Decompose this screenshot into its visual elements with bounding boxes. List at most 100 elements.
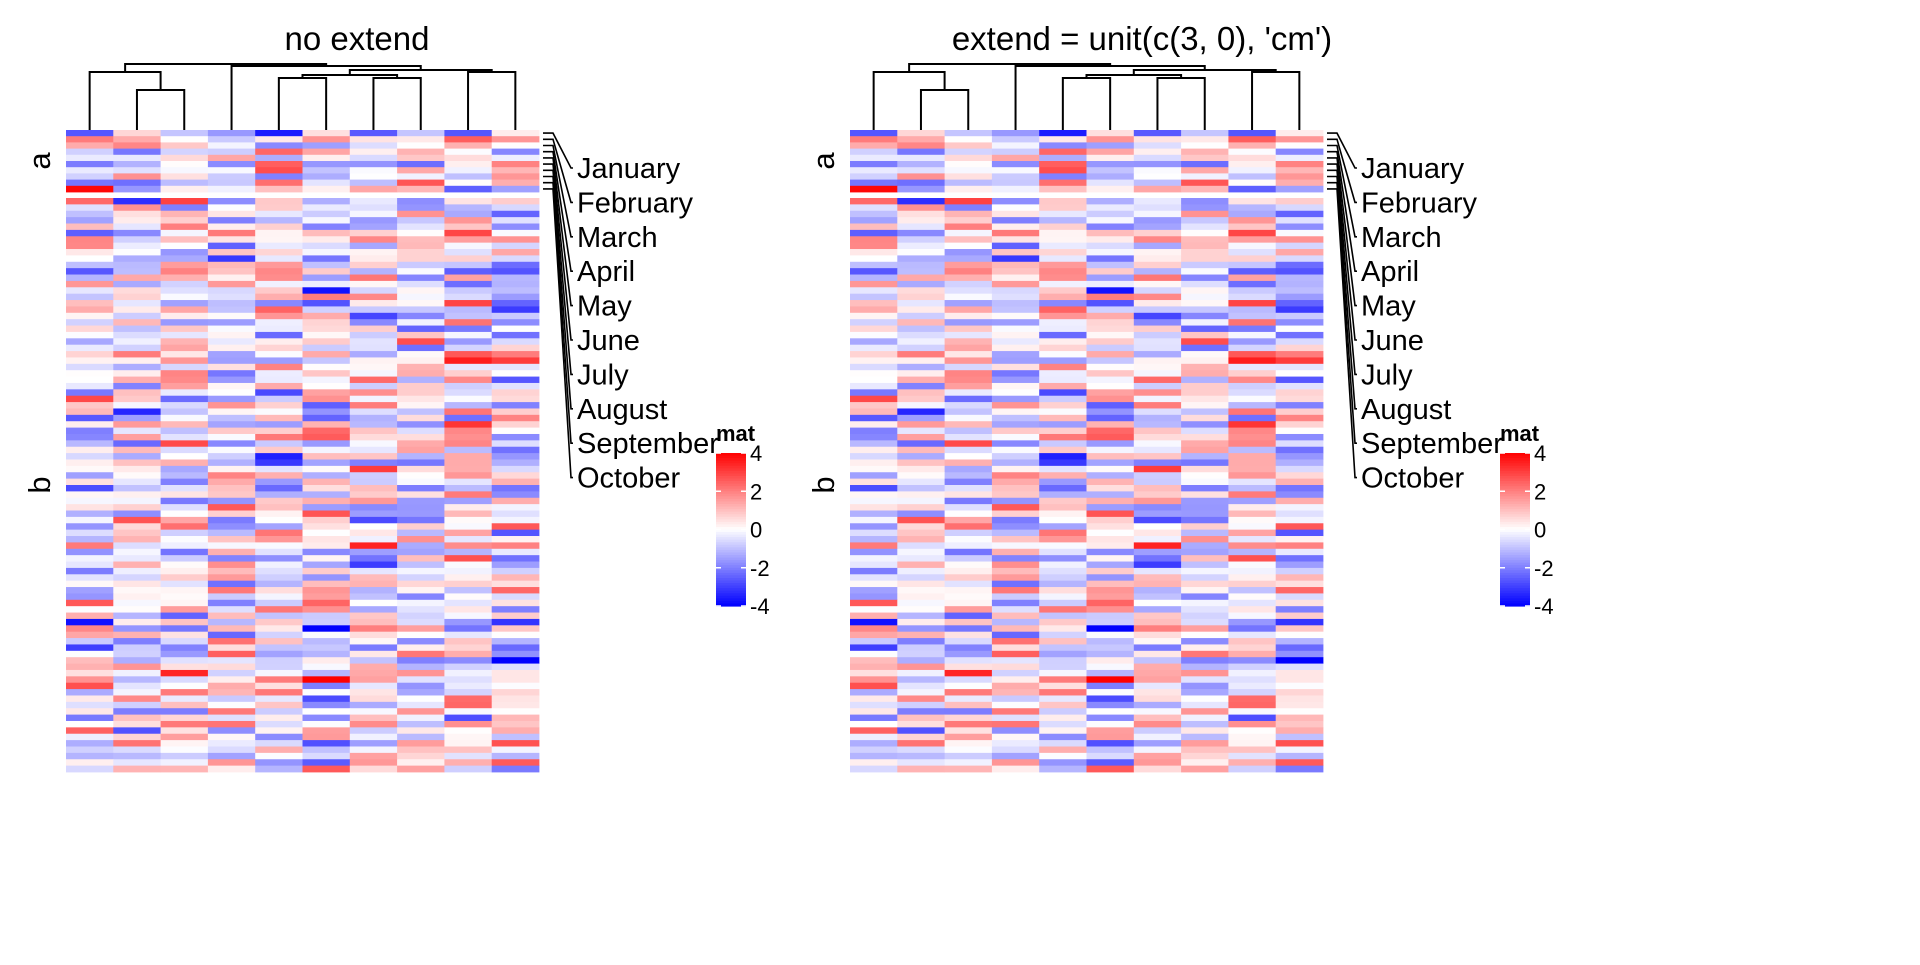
heatmap-cell	[444, 287, 493, 295]
heatmap-cell	[1039, 644, 1087, 652]
heatmap-cell	[1086, 759, 1135, 767]
legend-gradient-step	[1500, 460, 1530, 464]
heatmap-cell	[397, 465, 445, 473]
heatmap-cell	[66, 179, 114, 187]
legend-gradient-step	[716, 567, 746, 571]
heatmap-cell	[1086, 491, 1135, 499]
heatmap-cell	[1086, 300, 1135, 307]
heatmap-cell	[944, 752, 993, 760]
heatmap-cell	[491, 465, 540, 473]
heatmap-cell	[991, 167, 1040, 174]
heatmap-cell	[207, 510, 256, 518]
heatmap-cell	[397, 370, 445, 377]
row-label-january: January	[1361, 153, 1465, 185]
heatmap-cell	[1086, 402, 1135, 409]
heatmap-cell	[397, 708, 445, 715]
legend-gradient-step	[1500, 486, 1530, 490]
heatmap-cell	[349, 421, 398, 428]
heatmap-cell	[1181, 427, 1229, 435]
heatmap-cell	[491, 644, 540, 652]
heatmap-cell	[1228, 414, 1277, 422]
heatmap-cell	[444, 638, 493, 645]
heatmap-cell	[1275, 523, 1324, 531]
heatmap-cell	[444, 689, 493, 696]
heatmap-cell	[1181, 536, 1229, 543]
heatmap-cell	[1181, 765, 1229, 773]
heatmap-cell	[1228, 229, 1277, 237]
heatmap-cell	[944, 682, 993, 690]
heatmap-cell	[491, 395, 540, 403]
row-label-september: September	[577, 428, 719, 460]
heatmap-cell	[991, 548, 1040, 556]
heatmap-cell	[897, 382, 945, 390]
heatmap-cell	[1275, 561, 1324, 569]
heatmap-cell	[491, 542, 540, 550]
heatmap-cell	[491, 561, 540, 569]
heatmap-cell	[897, 606, 945, 613]
heatmap-cell	[66, 331, 114, 339]
heatmap-cell	[1039, 689, 1087, 696]
heatmap-cell	[397, 701, 445, 709]
legend-gradient-step	[1500, 549, 1530, 554]
heatmap-cell	[1133, 663, 1182, 671]
heatmap-cell	[302, 274, 351, 282]
heatmap-cell	[302, 708, 351, 715]
heatmap-cell	[1086, 338, 1135, 346]
heatmap-cell	[207, 331, 256, 339]
heatmap-cell	[1133, 625, 1182, 633]
heatmap-cell	[897, 574, 945, 582]
heatmap-cell	[991, 523, 1040, 531]
heatmap-cell	[302, 255, 351, 263]
heatmap-cell	[255, 223, 303, 231]
heatmap-cell	[66, 657, 114, 664]
legend-gradient-step	[1500, 519, 1530, 523]
heatmap-cell	[160, 389, 209, 397]
heatmap-cell	[160, 242, 209, 250]
heatmap-cell	[113, 421, 161, 428]
legend-gradient-step	[716, 542, 746, 546]
legend-gradient-step	[716, 463, 746, 467]
heatmap-cell	[1228, 433, 1277, 441]
heatmap-cell	[255, 574, 303, 582]
heatmap-cell	[66, 650, 114, 658]
heatmap-cell	[66, 555, 114, 562]
heatmap-cell	[491, 331, 540, 339]
heatmap-cell	[113, 446, 161, 454]
heatmap-cell	[207, 587, 256, 594]
heatmap-cell	[1039, 408, 1087, 416]
heatmap-cell	[207, 740, 256, 747]
heatmap-cell	[113, 344, 161, 352]
heatmap-cell	[66, 148, 114, 156]
heatmap-cell	[897, 236, 945, 244]
heatmap-cell	[349, 306, 398, 314]
heatmap-cell	[491, 402, 540, 409]
heatmap-cell	[850, 351, 898, 358]
heatmap-cell	[66, 351, 114, 358]
heatmap-cell	[1086, 516, 1135, 524]
legend-gradient-step	[716, 547, 746, 551]
heatmap-cell	[255, 676, 303, 684]
heatmap-cell	[113, 363, 161, 371]
heatmap-cell	[66, 689, 114, 696]
heatmap-cell	[207, 229, 256, 237]
legend-gradient-step	[1500, 583, 1530, 587]
heatmap-cell	[113, 727, 161, 735]
heatmap-cell	[991, 402, 1040, 409]
heatmap-cell	[255, 491, 303, 499]
heatmap-cell	[1275, 376, 1324, 384]
row-label-connector	[1327, 150, 1357, 272]
heatmap-cell	[1133, 733, 1182, 741]
heatmap-cell	[207, 325, 256, 333]
heatmap-cell	[1181, 363, 1229, 371]
heatmap-cell	[207, 478, 256, 486]
heatmap-cell	[991, 491, 1040, 499]
heatmap-cell	[1228, 395, 1277, 403]
heatmap-cell	[850, 136, 898, 143]
heatmap-cell	[1086, 427, 1135, 435]
heatmap-cell	[991, 229, 1040, 237]
heatmap-cell	[397, 472, 445, 480]
legend-gradient-step	[1500, 585, 1530, 589]
heatmap-cell	[1228, 198, 1277, 205]
heatmap-cell	[1086, 173, 1135, 180]
heatmap-cell	[944, 587, 993, 594]
